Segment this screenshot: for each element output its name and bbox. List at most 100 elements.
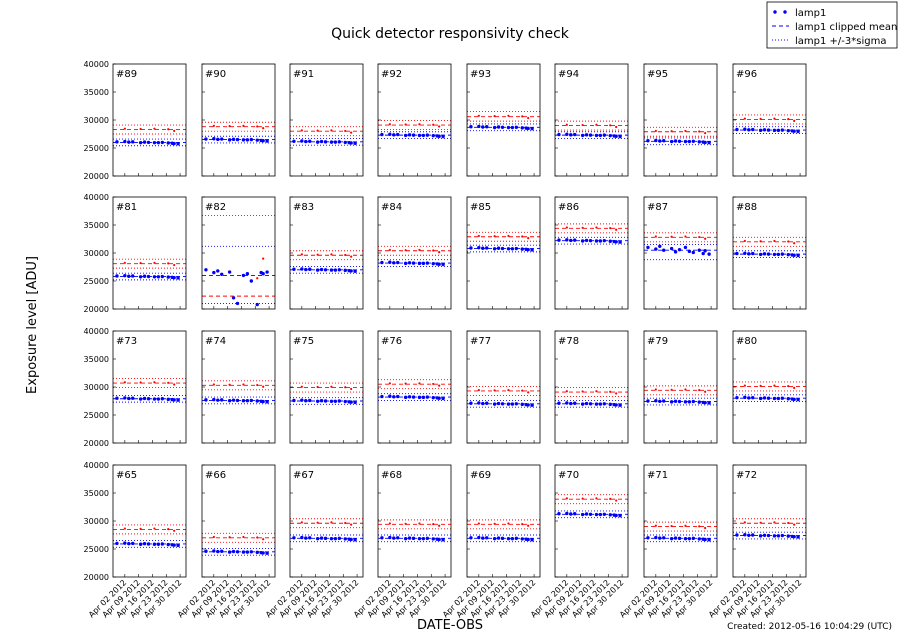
data-point: [493, 114, 496, 118]
data-point: [216, 269, 220, 273]
data-point: [614, 403, 618, 407]
data-point: [166, 397, 170, 402]
data-point: [615, 125, 618, 129]
data-point: [115, 541, 119, 546]
data-point: [796, 535, 800, 539]
data-point: [432, 522, 435, 526]
data-point: [735, 395, 739, 400]
data-point: [431, 395, 435, 400]
data-point: [580, 402, 585, 406]
data-point: [573, 132, 577, 137]
data-point: [762, 533, 767, 537]
data-point: [780, 252, 785, 256]
data-point: [350, 387, 353, 391]
data-point: [437, 262, 441, 266]
panel: [290, 126, 363, 146]
data-point: [417, 536, 422, 541]
panel: [290, 518, 363, 543]
data-point: [438, 125, 441, 128]
data-point: [421, 133, 426, 138]
data-point: [392, 133, 396, 137]
data-point: [743, 533, 747, 537]
data-point: [245, 399, 250, 403]
data-point: [492, 125, 497, 130]
data-point: [350, 523, 353, 526]
data-point: [492, 536, 497, 541]
data-point: [602, 133, 607, 137]
data-point: [565, 238, 569, 242]
data-point: [609, 497, 612, 500]
data-point: [500, 125, 505, 129]
data-point: [707, 252, 711, 256]
data-point: [565, 123, 568, 126]
data-point: [329, 140, 334, 144]
data-point: [350, 131, 353, 134]
data-point: [615, 228, 618, 231]
data-point: [608, 402, 612, 407]
data-point: [160, 140, 165, 145]
legend-marker: [773, 10, 777, 14]
data-point: [123, 527, 126, 530]
data-point: [506, 536, 511, 541]
data-point: [333, 399, 338, 403]
panel-label: #93: [470, 69, 491, 80]
data-point: [241, 550, 246, 554]
data-point: [670, 235, 673, 238]
data-point: [594, 239, 599, 243]
data-point: [493, 389, 496, 392]
data-point: [353, 400, 357, 405]
data-point: [662, 139, 666, 143]
data-point: [441, 538, 445, 542]
data-point: [481, 125, 485, 129]
data-point: [569, 133, 573, 137]
data-point: [496, 246, 501, 250]
data-point: [153, 261, 156, 264]
data-point: [425, 395, 430, 399]
data-point: [337, 140, 342, 144]
data-point: [142, 140, 147, 144]
data-point: [687, 536, 692, 541]
panel-label: #95: [647, 69, 668, 80]
data-point: [330, 521, 333, 524]
data-point: [618, 513, 622, 518]
data-point: [300, 253, 303, 256]
data-point: [792, 397, 796, 402]
data-point: [598, 512, 603, 517]
data-point: [417, 133, 422, 138]
data-point: [521, 522, 524, 526]
data-point: [618, 134, 622, 139]
data-point: [481, 246, 485, 250]
panel-label: #78: [558, 336, 579, 347]
data-point: [510, 125, 515, 130]
data-point: [131, 541, 135, 546]
data-point: [329, 536, 334, 541]
data-point: [123, 396, 127, 400]
data-point: [131, 274, 135, 278]
data-point: [557, 132, 561, 137]
data-point: [618, 403, 622, 407]
panel: [113, 378, 186, 403]
data-point: [212, 270, 216, 275]
data-point: [527, 524, 530, 527]
data-point: [353, 538, 357, 542]
data-point: [216, 398, 220, 402]
data-point: [507, 522, 510, 525]
data-point: [437, 396, 441, 400]
data-point: [172, 275, 176, 280]
data-point: [353, 269, 357, 273]
panel: [202, 215, 275, 307]
chart-title: Quick detector responsivity check: [331, 26, 570, 42]
data-point: [300, 139, 304, 143]
data-point: [766, 252, 771, 256]
data-point: [344, 129, 347, 133]
y-tick-label: 25000: [84, 411, 109, 420]
data-point: [249, 137, 254, 142]
data-point: [123, 273, 127, 278]
data-point: [646, 399, 650, 403]
panel: [467, 111, 540, 132]
data-point: [735, 127, 739, 132]
data-point: [673, 139, 678, 143]
panel: [733, 114, 806, 134]
data-point: [569, 238, 573, 243]
panel: [378, 245, 451, 267]
